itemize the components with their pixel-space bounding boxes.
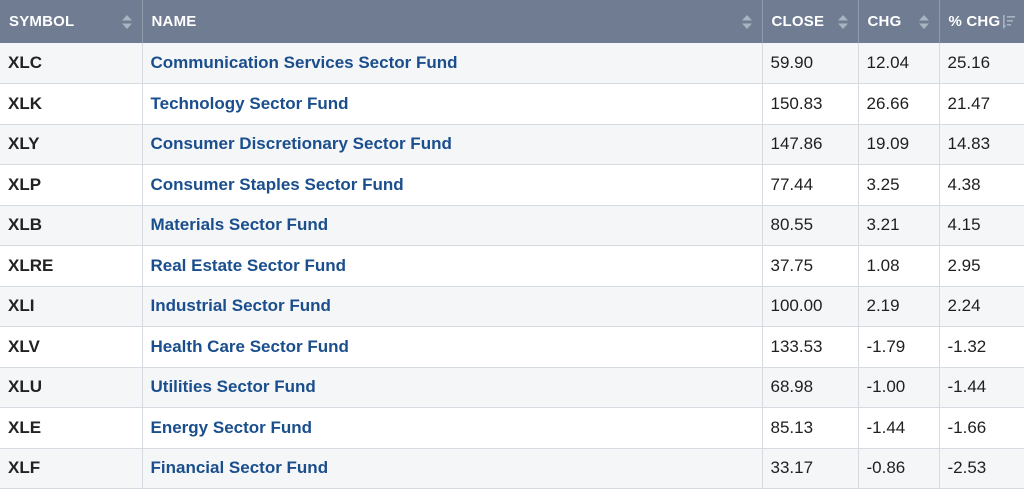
sort-both-icon (741, 14, 752, 29)
name-cell: Energy Sector Fund (142, 407, 763, 449)
symbol-cell: XLP (0, 164, 143, 206)
pct-chg-cell: 2.95 (939, 245, 1024, 287)
chg-cell: 3.25 (858, 164, 940, 206)
symbol-cell: XLV (0, 326, 143, 368)
table-row[interactable]: XLV Health Care Sector Fund 133.53 -1.79 -1.… (0, 326, 1024, 368)
chg-cell: 2.19 (858, 286, 940, 327)
column-header-name[interactable]: NAME (142, 0, 763, 43)
close-cell: 37.75 (762, 245, 859, 287)
name-cell: Utilities Sector Fund (142, 367, 763, 408)
fund-name-link[interactable]: Utilities Sector Fund (150, 377, 316, 397)
column-label: NAME (151, 13, 197, 30)
table-row[interactable]: XLC Communication Services Sector Fund 59.… (0, 43, 1024, 84)
symbol-cell: XLI (0, 286, 143, 327)
table-row[interactable]: XLP Consumer Staples Sector Fund 77.44 3.25… (0, 164, 1024, 206)
fund-name-link[interactable]: Materials Sector Fund (150, 215, 329, 235)
chg-cell: 19.09 (858, 124, 940, 165)
pct-chg-cell: 25.16 (939, 43, 1024, 84)
pct-chg-cell: 4.15 (939, 205, 1024, 246)
close-cell: 133.53 (762, 326, 859, 368)
symbol-cell: XLK (0, 83, 143, 125)
column-header-symbol[interactable]: SYMBOL (0, 0, 143, 43)
table-row[interactable]: XLB Materials Sector Fund 80.55 3.21 4.15 (0, 205, 1024, 246)
sort-both-icon (837, 14, 848, 29)
name-cell: Consumer Discretionary Sector Fund (142, 124, 763, 165)
close-cell: 150.83 (762, 83, 859, 125)
pct-chg-cell: 4.38 (939, 164, 1024, 206)
fund-name-link[interactable]: Consumer Staples Sector Fund (150, 174, 404, 194)
symbol-cell: XLU (0, 367, 143, 408)
symbol-cell: XLY (0, 124, 143, 165)
sort-both-icon (918, 14, 929, 29)
chg-cell: 3.21 (858, 205, 940, 246)
chg-cell: 12.04 (858, 43, 940, 84)
column-label: CHG (867, 13, 902, 30)
chg-cell: 1.08 (858, 245, 940, 287)
pct-chg-cell: 14.83 (939, 124, 1024, 165)
pct-chg-cell: -1.44 (939, 367, 1024, 408)
sort-descending-icon (1003, 14, 1015, 29)
symbol-cell: XLF (0, 448, 143, 489)
chg-cell: -0.86 (858, 448, 940, 489)
table-row[interactable]: XLI Industrial Sector Fund 100.00 2.19 2.24 (0, 286, 1024, 327)
column-header-pct-chg[interactable]: % CHG (939, 0, 1024, 43)
column-header-chg[interactable]: CHG (858, 0, 940, 43)
close-cell: 147.86 (762, 124, 859, 165)
symbol-cell: XLE (0, 407, 143, 449)
close-cell: 85.13 (762, 407, 859, 449)
column-label: % CHG (948, 13, 1001, 30)
symbol-cell: XLC (0, 43, 143, 84)
column-label: SYMBOL (9, 13, 75, 30)
close-cell: 33.17 (762, 448, 859, 489)
close-cell: 80.55 (762, 205, 859, 246)
table-body: XLC Communication Services Sector Fund 59.… (0, 43, 1024, 489)
name-cell: Real Estate Sector Fund (142, 245, 763, 287)
fund-name-link[interactable]: Communication Services Sector Fund (150, 53, 458, 72)
pct-chg-cell: -1.32 (939, 326, 1024, 368)
pct-chg-cell: -1.66 (939, 407, 1024, 449)
column-header-close[interactable]: CLOSE (762, 0, 859, 43)
name-cell: Consumer Staples Sector Fund (142, 164, 763, 206)
fund-name-link[interactable]: Consumer Discretionary Sector Fund (150, 134, 452, 154)
pct-chg-cell: 21.47 (939, 83, 1024, 125)
table-row[interactable]: XLE Energy Sector Fund 85.13 -1.44 -1.66 (0, 407, 1024, 449)
close-cell: 77.44 (762, 164, 859, 206)
fund-name-link[interactable]: Health Care Sector Fund (150, 336, 349, 356)
name-cell: Industrial Sector Fund (142, 286, 763, 327)
close-cell: 59.90 (762, 43, 859, 84)
sector-fund-table: SYMBOL NAME CLOSE (0, 0, 1024, 489)
table-header: SYMBOL NAME CLOSE (0, 0, 1024, 43)
fund-name-link[interactable]: Industrial Sector Fund (150, 296, 331, 316)
pct-chg-cell: 2.24 (939, 286, 1024, 327)
table-row[interactable]: XLF Financial Sector Fund 33.17 -0.86 -2.53 (0, 448, 1024, 489)
fund-name-link[interactable]: Energy Sector Fund (150, 417, 313, 437)
close-cell: 100.00 (762, 286, 859, 327)
fund-name-link[interactable]: Financial Sector Fund (150, 458, 329, 478)
fund-name-link[interactable]: Technology Sector Fund (150, 93, 349, 113)
chg-cell: 26.66 (858, 83, 940, 125)
chg-cell: -1.44 (858, 407, 940, 449)
sort-both-icon (121, 14, 132, 29)
name-cell: Health Care Sector Fund (142, 326, 763, 368)
name-cell: Technology Sector Fund (142, 83, 763, 125)
table-row[interactable]: XLK Technology Sector Fund 150.83 26.66 21.4… (0, 83, 1024, 125)
name-cell: Materials Sector Fund (142, 205, 763, 246)
header-row: SYMBOL NAME CLOSE (0, 0, 1024, 43)
name-cell: Communication Services Sector Fund (142, 43, 763, 84)
symbol-cell: XLB (0, 205, 143, 246)
chg-cell: -1.79 (858, 326, 940, 368)
close-cell: 68.98 (762, 367, 859, 408)
name-cell: Financial Sector Fund (142, 448, 763, 489)
pct-chg-cell: -2.53 (939, 448, 1024, 489)
table-row[interactable]: XLY Consumer Discretionary Sector Fund 147… (0, 124, 1024, 165)
table-row[interactable]: XLRE Real Estate Sector Fund 37.75 1.08 2.95 (0, 245, 1024, 287)
chg-cell: -1.00 (858, 367, 940, 408)
fund-name-link[interactable]: Real Estate Sector Fund (150, 255, 347, 275)
column-label: CLOSE (771, 13, 825, 30)
symbol-cell: XLRE (0, 245, 143, 287)
table-row[interactable]: XLU Utilities Sector Fund 68.98 -1.00 -1.44 (0, 367, 1024, 408)
